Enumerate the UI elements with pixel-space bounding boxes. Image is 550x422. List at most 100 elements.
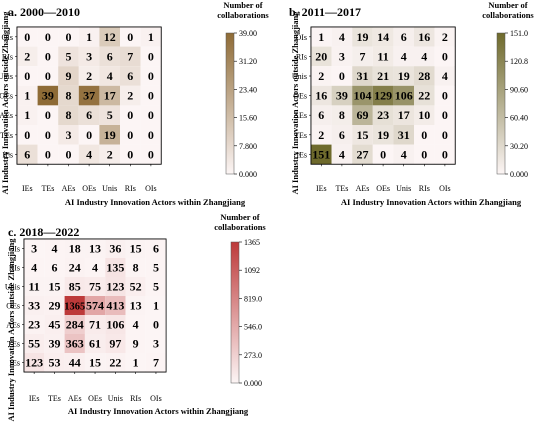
heatmap-cell	[105, 353, 126, 372]
heatmap-cell	[434, 66, 456, 86]
cell-value: 2	[107, 147, 113, 161]
colorbar-tick-label: 90.60	[510, 85, 528, 94]
heatmap-cell	[331, 144, 353, 165]
heatmap-cell	[414, 85, 435, 106]
cell-value: 1	[24, 89, 30, 103]
heatmap-cell	[105, 315, 126, 334]
heatmap-cell	[372, 46, 394, 67]
cell-value: 0	[442, 49, 448, 63]
heatmap-cell	[120, 85, 141, 106]
cell-value: 15	[357, 128, 369, 142]
colorbar-tick-label: 1365	[244, 238, 260, 247]
cell-value: 4	[92, 261, 98, 275]
heatmap-cell	[352, 105, 373, 125]
colorbar	[496, 32, 506, 175]
cell-value: 0	[442, 128, 448, 142]
heatmap-cell	[372, 27, 394, 47]
x-tick-label: AEs	[68, 394, 82, 403]
cell-value: 1	[148, 30, 154, 44]
cell-value: 10	[418, 108, 430, 122]
heatmap-cell	[37, 144, 59, 165]
cell-value: 363	[66, 337, 84, 351]
heatmap-cell	[120, 105, 141, 125]
cell-value: 15	[48, 280, 60, 294]
heatmap-cell	[37, 27, 59, 47]
x-tick-label: RIs	[125, 184, 136, 193]
heatmap-cell	[434, 144, 456, 165]
colorbar-tick-label: 7.800	[239, 142, 257, 151]
y-tick-label: RIs	[2, 52, 13, 61]
heatmap-cell	[24, 258, 45, 277]
cell-value: 0	[86, 128, 92, 142]
cell-value: 6	[127, 69, 133, 83]
x-tick-label: Unis	[102, 184, 117, 193]
y-axis-label: AI Industry Innovation Actors outside Zh…	[0, 11, 10, 195]
cell-value: 18	[69, 242, 81, 256]
cell-value: 20	[315, 49, 327, 63]
heatmap-cell	[140, 125, 162, 145]
heatmap-cell	[145, 296, 167, 315]
heatmap-cell	[393, 66, 414, 86]
colorbar-title: Number of collaborations	[214, 212, 266, 232]
cell-value: 22	[109, 356, 121, 370]
cell-value: 0	[45, 49, 51, 63]
heatmap-cell	[125, 258, 146, 277]
heatmap-cell	[78, 85, 100, 106]
cell-value: 0	[148, 49, 154, 63]
x-axis-label: AI Industry Innovation Actors within Zha…	[65, 197, 246, 207]
cell-value: 9	[66, 69, 72, 83]
cell-value: 7	[360, 49, 366, 63]
cell-value: 2	[24, 49, 30, 63]
cell-value: 1	[153, 299, 159, 313]
heatmap-cell	[17, 46, 38, 67]
cell-value: 37	[83, 89, 95, 103]
cell-value: 0	[127, 30, 133, 44]
cell-value: 0	[45, 69, 51, 83]
heatmap-cell	[78, 46, 100, 67]
cell-value: 0	[24, 69, 30, 83]
x-axis-label: AI Industry Innovation Actors within Zha…	[341, 197, 522, 207]
y-tick-label: RIs	[9, 264, 20, 273]
cell-value: 13	[130, 299, 142, 313]
cell-value: 0	[148, 147, 154, 161]
x-tick-label: RIs	[419, 184, 430, 193]
cell-value: 1365	[64, 302, 85, 313]
x-axis-label: AI Industry Innovation Actors within Zha…	[68, 406, 249, 416]
cell-value: 0	[24, 128, 30, 142]
heatmap-cell	[44, 315, 65, 334]
heatmap-cell	[44, 277, 65, 296]
cell-value: 104	[354, 89, 372, 103]
x-tick-label: OIs	[145, 184, 157, 193]
heatmap-cell	[105, 296, 126, 315]
heatmap-cell	[120, 125, 141, 145]
cell-value: 4	[442, 69, 448, 83]
heatmap-cell	[140, 105, 162, 125]
heatmap-cell	[64, 353, 85, 372]
cell-value: 4	[86, 147, 92, 161]
cell-value: 106	[106, 318, 124, 332]
cell-value: 0	[127, 108, 133, 122]
cell-value: 5	[153, 280, 159, 294]
cell-value: 39	[42, 89, 54, 103]
heatmap-cell	[352, 85, 373, 106]
cell-value: 0	[380, 147, 386, 161]
cell-value: 11	[377, 49, 388, 63]
heatmap-cell	[352, 125, 373, 145]
heatmap-cell	[120, 27, 141, 47]
heatmap-cell	[78, 27, 100, 47]
heatmap-cell	[434, 85, 456, 106]
cell-value: 151	[312, 147, 330, 161]
cell-value: 4	[107, 69, 113, 83]
heatmap-cell	[58, 85, 79, 106]
cell-value: 4	[31, 261, 37, 275]
heatmap-cell	[99, 66, 120, 86]
cell-value: 21	[377, 69, 389, 83]
y-tick-label: OIs	[295, 33, 307, 42]
y-tick-label: TEs	[0, 131, 13, 140]
x-tick-label: AEs	[356, 184, 370, 193]
heatmap-cell	[331, 85, 353, 106]
heatmap-cell	[414, 144, 435, 165]
cell-value: 61	[89, 337, 101, 351]
cell-value: 1	[133, 356, 139, 370]
